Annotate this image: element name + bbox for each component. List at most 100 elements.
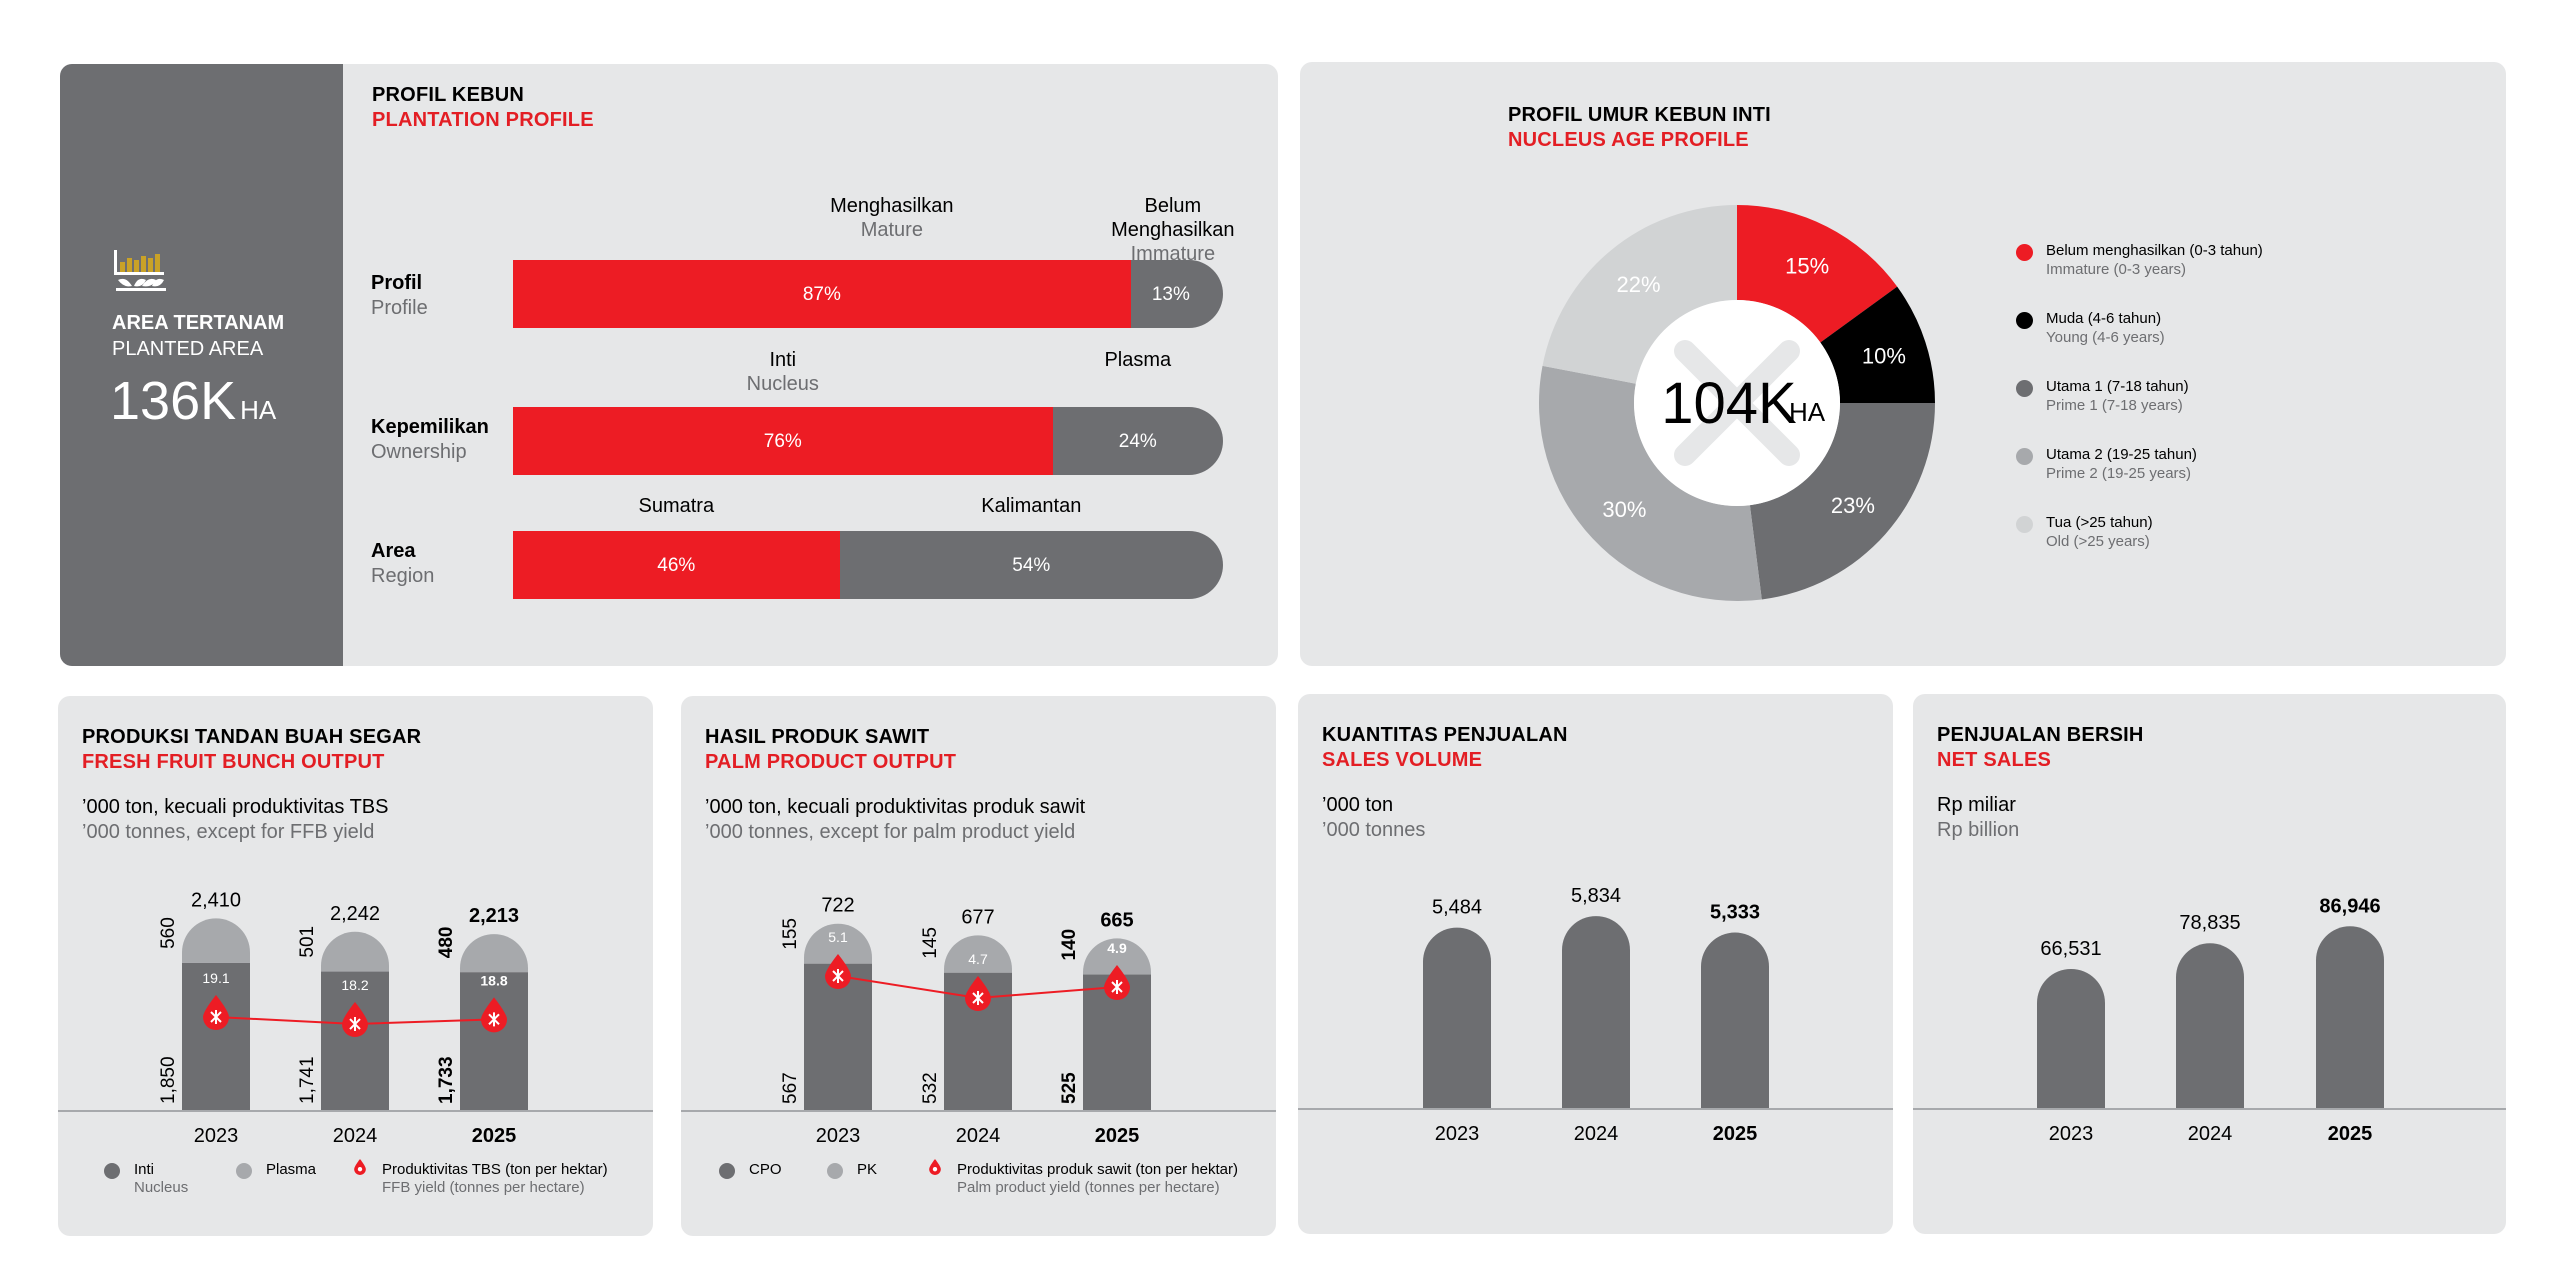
- legend-label-en: FFB yield (tonnes per hectare): [382, 1179, 585, 1196]
- bar-segment-secondary-heading: Belum Menghasilkan Immature: [1103, 194, 1243, 266]
- legend-dot-icon: [2016, 448, 2033, 465]
- stacked-horizontal-bar: 76% 24%: [513, 407, 1223, 475]
- heading-id: Inti: [769, 349, 797, 371]
- x-axis-label: 2024: [1574, 1123, 1619, 1145]
- palm-glyph: [1111, 980, 1123, 994]
- bar-bottom-label: 1,733: [436, 1056, 457, 1104]
- bar: [1423, 927, 1491, 1108]
- net-title-en: NET SALES: [1937, 749, 2052, 771]
- legend-label: Belum menghasilkan (0-3 tahun): [2046, 242, 2263, 259]
- bar-segment-plasma: [944, 935, 1012, 973]
- palm-glyph: [488, 1012, 500, 1027]
- bar-segment-primary: [513, 407, 1053, 475]
- chart-baseline: [58, 1110, 653, 1112]
- ffb-title-en: FRESH FRUIT BUNCH OUTPUT: [82, 751, 385, 773]
- bar-value-label: 5,834: [1571, 885, 1621, 907]
- heading-id: Sumatra: [638, 495, 715, 517]
- palm-output-panel: HASIL PRODUK SAWIT PALM PRODUCT OUTPUT ’…: [681, 696, 1276, 1236]
- x-axis-label: 2025: [1095, 1125, 1140, 1147]
- bar-top-label: 140: [1059, 929, 1080, 961]
- legend-label-en: Immature (0-3 years): [2046, 261, 2187, 278]
- bar-row-label-en: Profile: [371, 297, 428, 319]
- yield-value-label: 18.8: [480, 972, 507, 988]
- bar-segment-plasma: [321, 931, 389, 972]
- bar-row-label: Profil Profile: [371, 272, 428, 320]
- sales-volume-panel: KUANTITAS PENJUALAN SALES VOLUME ’000 to…: [1298, 694, 1893, 1234]
- x-axis-label: 2025: [472, 1125, 517, 1147]
- yield-drop-icon: [965, 976, 991, 1011]
- heading-en: Nucleus: [746, 373, 819, 395]
- bar-total-label: 722: [821, 895, 854, 917]
- heading-id: Kalimantan: [981, 495, 1082, 517]
- legend-label: Utama 2 (19-25 tahun): [2046, 446, 2197, 463]
- bar-top-label: 155: [780, 918, 801, 950]
- yield-drop-icon: [481, 997, 507, 1033]
- planted-area-value: 136K HA: [110, 370, 276, 432]
- donut-slice-label: 15%: [1785, 253, 1829, 278]
- legend-dot-icon: [2016, 312, 2033, 329]
- yield-value-label: 5.1: [828, 929, 848, 945]
- nucleus-age-panel: PROFIL UMUR KEBUN INTI NUCLEUS AGE PROFI…: [1300, 62, 2506, 666]
- planted-area-card: AREA TERTANAM PLANTED AREA 136K HA: [60, 64, 343, 666]
- yield-value-label: 18.2: [341, 977, 368, 993]
- legend-label-en: Old (>25 years): [2046, 533, 2150, 550]
- donut-slice: [1820, 286, 1935, 403]
- donut-slice-label: 22%: [1616, 272, 1660, 297]
- x-axis-label: 2024: [333, 1125, 378, 1147]
- legend-dot-icon: [2016, 380, 2033, 397]
- bar-total-label: 2,213: [469, 905, 519, 927]
- bar: [1701, 932, 1769, 1108]
- bar-segment-secondary-heading: Kalimantan: [981, 494, 1081, 518]
- x-axis-label: 2024: [956, 1125, 1001, 1147]
- bar-value-label: 5,484: [1432, 897, 1482, 919]
- palm-glyph: [832, 969, 844, 983]
- sales-unit-text-en: ’000 tonnes: [1322, 819, 1426, 841]
- donut-slice: [1542, 205, 1737, 384]
- palm-heading: HASIL PRODUK SAWIT PALM PRODUCT OUTPUT: [705, 726, 956, 774]
- heading-en: Immature: [1130, 243, 1216, 265]
- planted-area-label-en: PLANTED AREA: [112, 338, 264, 360]
- planted-area-label: AREA TERTANAM: [112, 312, 285, 334]
- x-axis-label: 2023: [194, 1125, 239, 1147]
- bar-top-label: 145: [920, 927, 941, 959]
- palm-unit-text: ’000 ton, kecuali produktivitas produk s…: [705, 796, 1086, 818]
- heading-id: Menghasilkan: [830, 195, 954, 217]
- legend-dot-icon: [104, 1163, 120, 1179]
- net-title: PENJUALAN BERSIH: [1937, 724, 2144, 746]
- x-axis-label: 2025: [1713, 1123, 1758, 1145]
- bar-total-label: 665: [1100, 909, 1133, 931]
- yield-value-label: 19.1: [202, 970, 229, 986]
- palm-title-en: PALM PRODUCT OUTPUT: [705, 751, 957, 773]
- bar-row-label-id: Kepemilikan: [371, 416, 489, 438]
- legend-label: Produktivitas TBS (ton per hektar): [382, 1161, 608, 1178]
- sales-title: KUANTITAS PENJUALAN: [1322, 724, 1568, 746]
- ffb-unit-text: ’000 ton, kecuali produktivitas TBS: [82, 796, 389, 818]
- bar-row-label: Kepemilikan Ownership: [371, 416, 489, 464]
- sales-units: ’000 ton ’000 tonnes: [1322, 794, 1425, 842]
- sales-volume-bar-chart: 5,484 2023 5,834 2024 5,333 2025: [1298, 885, 1893, 1145]
- legend-label-en: Young (4-6 years): [2046, 329, 2165, 346]
- donut-center-value: 104K: [1661, 371, 1797, 436]
- bar-segment-nucleus: [460, 972, 528, 1110]
- bar-row-label-id: Area: [371, 540, 416, 562]
- ffb-heading: PRODUKSI TANDAN BUAH SEGAR FRESH FRUIT B…: [82, 726, 421, 774]
- palm-title: HASIL PRODUK SAWIT: [705, 726, 930, 748]
- x-axis-label: 2023: [2049, 1123, 2094, 1145]
- palm-unit-text-en: ’000 tonnes, except for palm product yie…: [705, 821, 1076, 843]
- plantation-profile-title: PROFIL KEBUN: [372, 84, 525, 106]
- bar-segment-primary-pct: 87%: [802, 284, 841, 305]
- stacked-horizontal-bar: 87% 13%: [513, 260, 1223, 328]
- legend-label: Produktivitas produk sawit (ton per hekt…: [957, 1161, 1238, 1178]
- legend-label: Inti: [134, 1161, 155, 1178]
- legend-dot-icon: [827, 1163, 843, 1179]
- bar-segment-plasma: [1083, 938, 1151, 975]
- palm-sprout-icon: [114, 250, 166, 291]
- net-unit-text-en: Rp billion: [1937, 819, 2020, 841]
- bar-segment-primary-heading: Sumatra: [639, 494, 715, 518]
- bar-segment-primary-pct: 46%: [657, 555, 696, 576]
- x-axis-label: 2025: [2328, 1123, 2373, 1145]
- palm-glyph: [210, 1010, 222, 1024]
- chart-baseline: [1298, 1108, 1893, 1110]
- planted-area-unit: HA: [240, 395, 277, 425]
- palm-stacked-bar-chart: 722 567 155 2023 5.1 677 532 145 2024 4.7 665 525 14…: [681, 895, 1276, 1147]
